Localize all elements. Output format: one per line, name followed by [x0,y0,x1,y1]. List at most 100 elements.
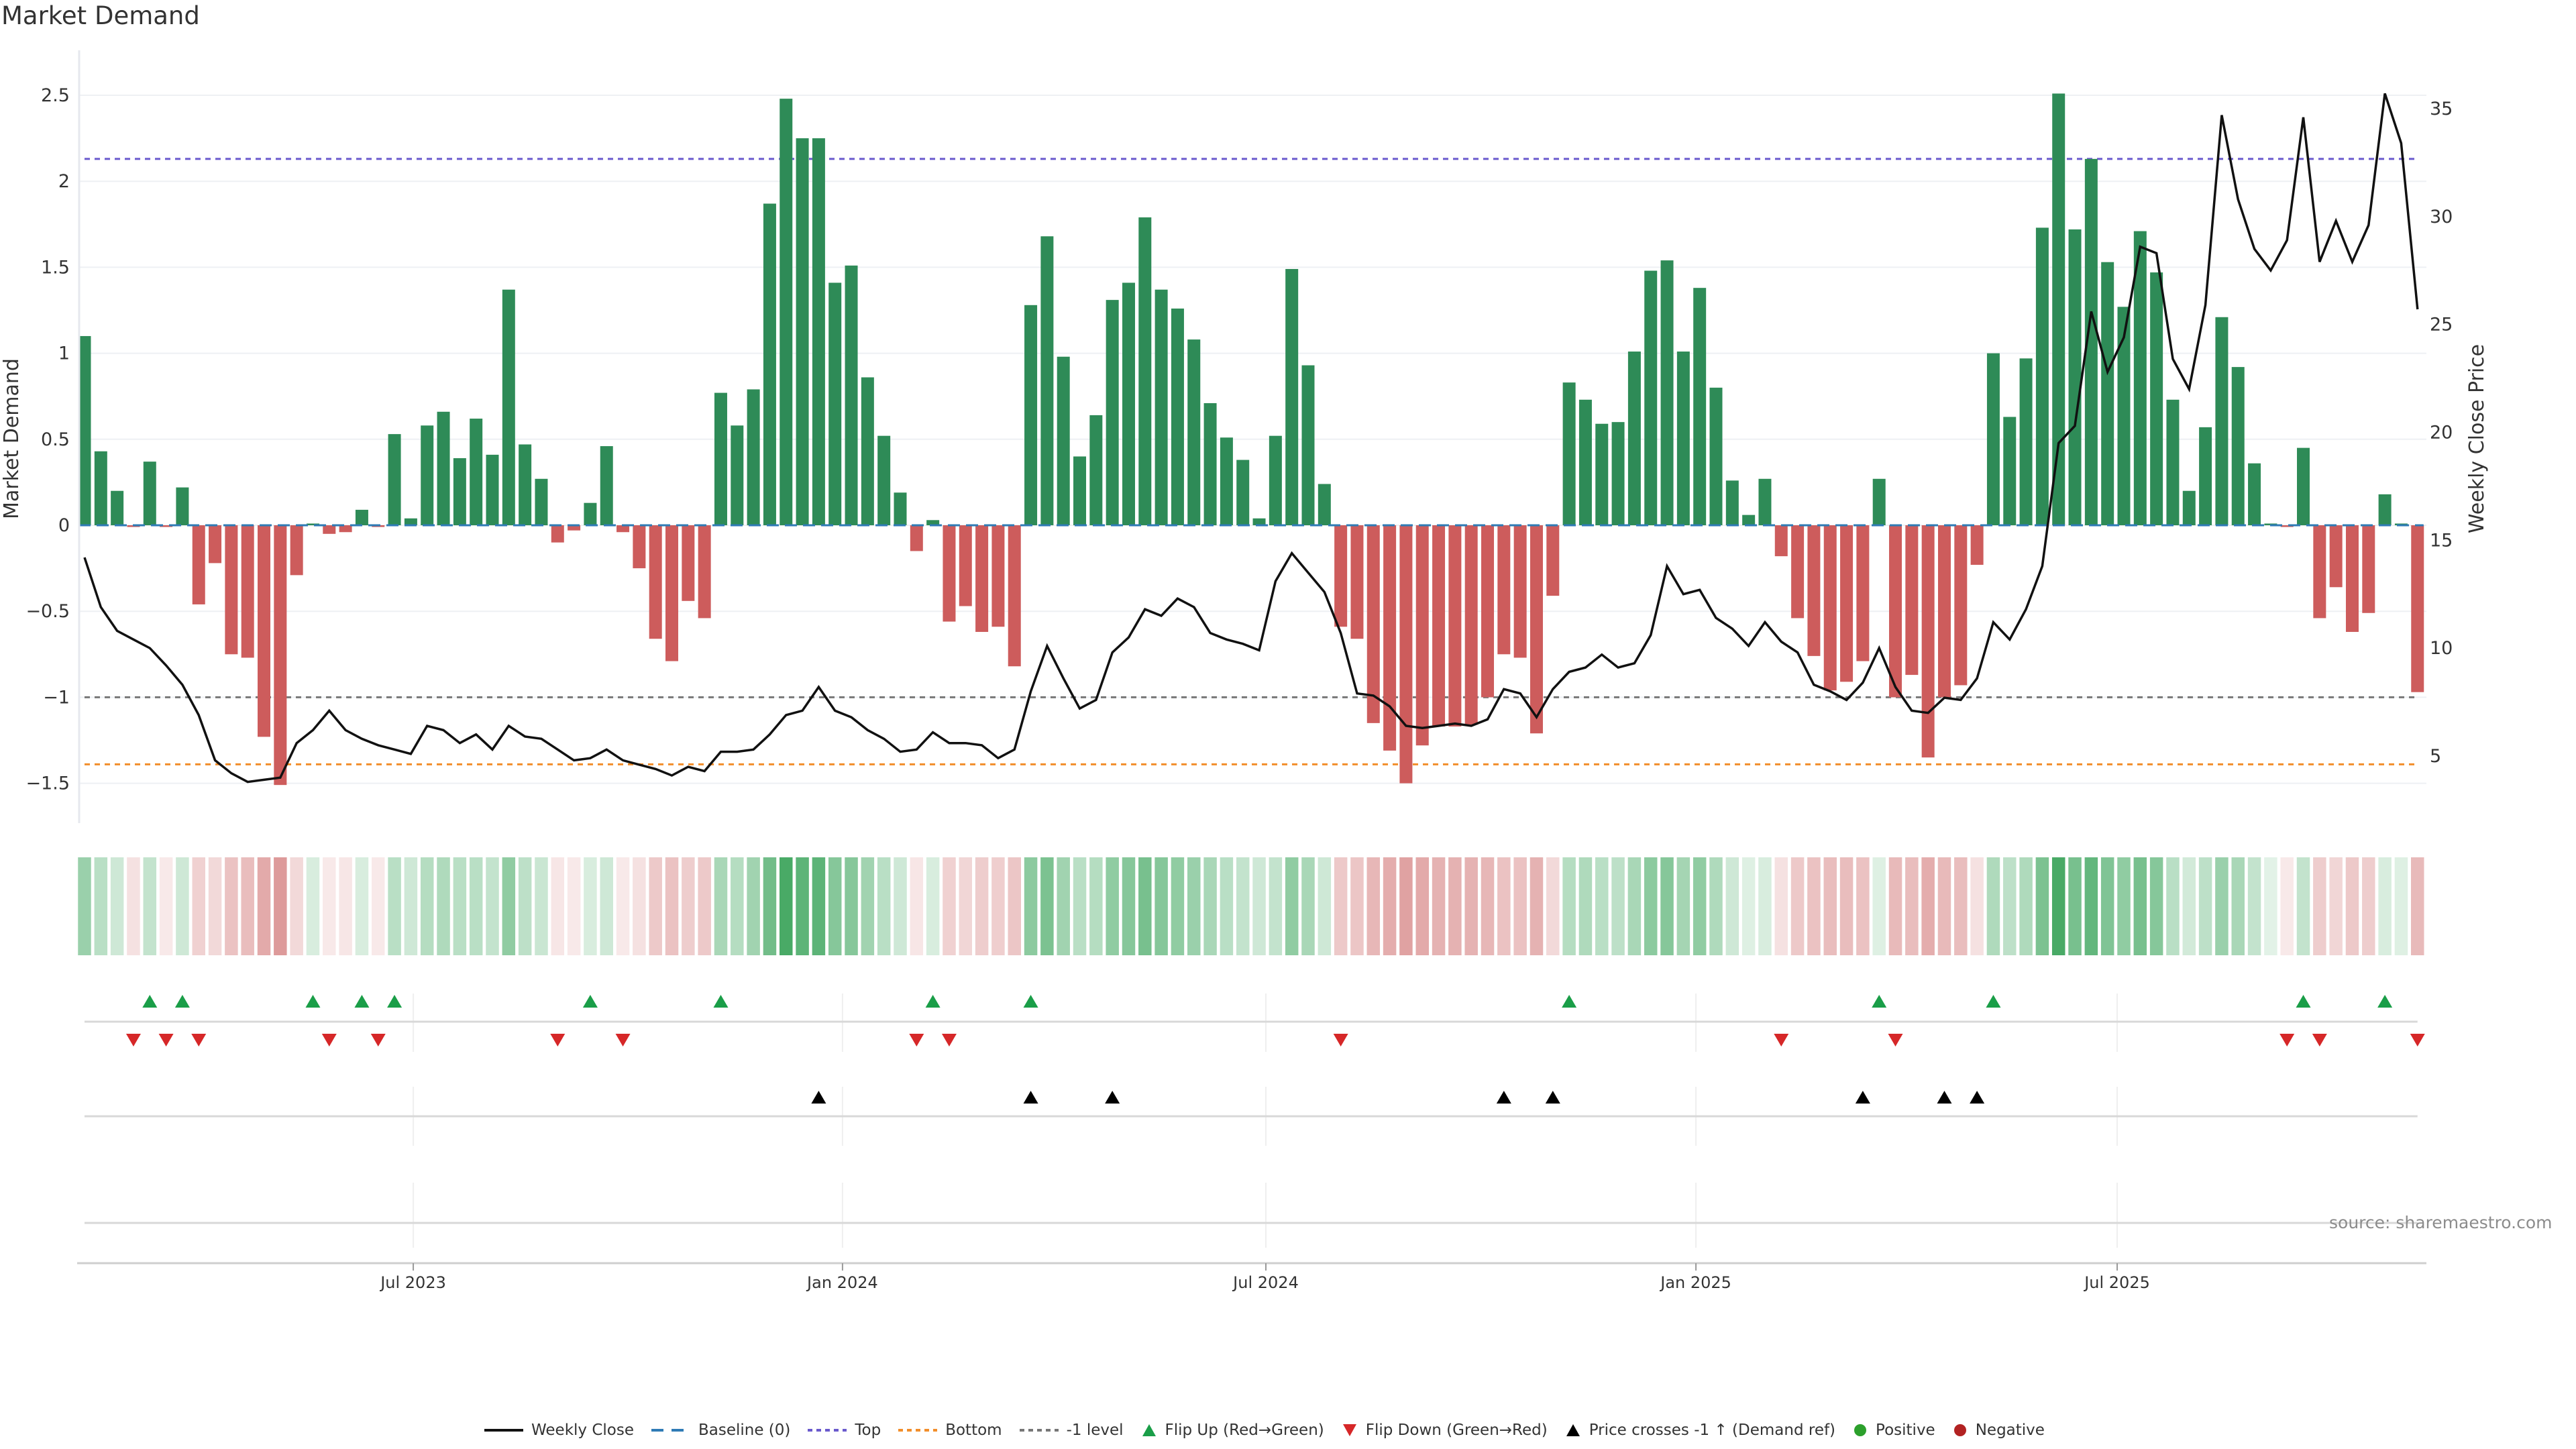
demand-bar [1709,387,1723,525]
demand-bar [926,520,940,525]
heatmap-cell [274,857,287,955]
demand-bar [2199,427,2212,525]
demand-bar [1595,423,1609,525]
heatmap-cell [1758,857,1772,955]
triangle-up-icon [1566,1424,1580,1436]
x-tick-label: Jul 2025 [2083,1273,2150,1292]
demand-bar [1138,217,1152,525]
y2-tick-label: 20 [2430,422,2453,443]
price-cross-marker [811,1091,826,1104]
y-tick-label: 1.5 [41,257,70,278]
price-cross-marker [1023,1091,1038,1104]
flip-up-marker [305,995,321,1008]
heatmap-cell [94,857,108,955]
heatmap-cell [404,857,418,955]
demand-bar [323,525,336,534]
heatmap-cell [2313,857,2326,955]
heatmap-cell [2100,857,2114,955]
demand-bar [2231,367,2245,525]
heatmap-cell [780,857,793,955]
demand-bar [1676,352,1690,525]
legend-item-bottom[interactable]: Bottom [898,1421,1002,1439]
x-tick-label: Jan 2024 [806,1273,878,1292]
legend-item-top[interactable]: Top [808,1421,881,1439]
demand-bar [1415,525,1429,746]
heatmap-cell [437,857,450,955]
circle-icon [1953,1424,1966,1436]
heatmap-cell [176,857,189,955]
legend-item-price-cross[interactable]: Price crosses -1 ↑ (Demand ref) [1565,1421,1835,1439]
heatmap-cell [1954,857,1968,955]
demand-bar [991,525,1005,627]
demand-bar [1024,305,1038,525]
heatmap-cell [2280,857,2294,955]
demand-bar [1823,525,1837,691]
heatmap-cell [2231,857,2245,955]
demand-bar [421,425,434,525]
flip-down-marker [1888,1034,1903,1046]
heatmap-cell [584,857,597,955]
demand-bar [1937,525,1951,698]
demand-bar [143,462,156,525]
flip-down-marker [158,1034,174,1046]
heatmap-cell [2264,857,2277,955]
demand-bar [2329,525,2343,588]
heatmap-cell [1676,857,1690,955]
heatmap-cell [1546,857,1560,955]
demand-bar [2280,525,2294,527]
demand-bar [959,525,972,606]
legend-item-flip-down[interactable]: Flip Down (Green→Red) [1342,1421,1548,1439]
x-tick-label: Jul 2024 [1232,1273,1299,1292]
demand-bar [1040,236,1054,525]
demand-bar [1106,300,1119,525]
heatmap-cell [1529,857,1544,955]
demand-bar [2182,490,2196,525]
legend-item-positive[interactable]: Positive [1853,1421,1935,1439]
demand-bar [388,434,401,525]
demand-bar [1057,356,1070,525]
heatmap-cell [551,857,565,955]
flip-down-marker [909,1034,924,1046]
y-tick-label: 0 [58,515,70,536]
heatmap-cell [1040,857,1054,955]
heatmap-cell [731,857,744,955]
legend-item-minus-one-level[interactable]: -1 level [1019,1421,1124,1439]
flip-down-marker [1333,1034,1348,1046]
y2-tick-label: 25 [2430,315,2453,335]
demand-bar [1954,525,1968,686]
demand-bar [2052,93,2065,525]
heatmap-cell [894,857,907,955]
legend-item-baseline[interactable]: Baseline (0) [651,1421,790,1439]
heatmap-cell [926,857,940,955]
heatmap-cell [127,857,140,955]
demand-bar [633,525,646,569]
flip-up-marker [1986,995,2001,1008]
demand-bar [2117,307,2131,525]
demand-bar [486,454,499,525]
demand-bar [1285,268,1299,525]
demand-bar [1464,525,1478,725]
heatmap-cell [2166,857,2180,955]
demand-bar [551,525,564,543]
demand-bar [258,525,271,737]
heatmap-cell [633,857,646,955]
demand-bar [665,525,679,661]
heatmap-cell [1627,857,1642,955]
heatmap-cell [2215,857,2229,955]
heatmap-cell [2411,857,2424,955]
legend-item-flip-up[interactable]: Flip Up (Red→Green) [1141,1421,1324,1439]
heatmap-cell [1774,857,1788,955]
heatmap-cell [535,857,548,955]
heatmap-cell [616,857,630,955]
y2-tick-label: 10 [2430,638,2453,659]
demand-bars [78,93,2424,786]
legend-item-weekly-close[interactable]: Weekly Close [484,1421,634,1439]
heatmap-cell [991,857,1005,955]
demand-bar [241,525,254,658]
demand-bar [1889,525,1902,698]
demand-bar [649,525,662,639]
legend-item-negative[interactable]: Negative [1953,1421,2045,1439]
demand-bar [209,525,222,564]
demand-bar [2362,525,2375,613]
heatmap-cell [1937,857,1951,955]
